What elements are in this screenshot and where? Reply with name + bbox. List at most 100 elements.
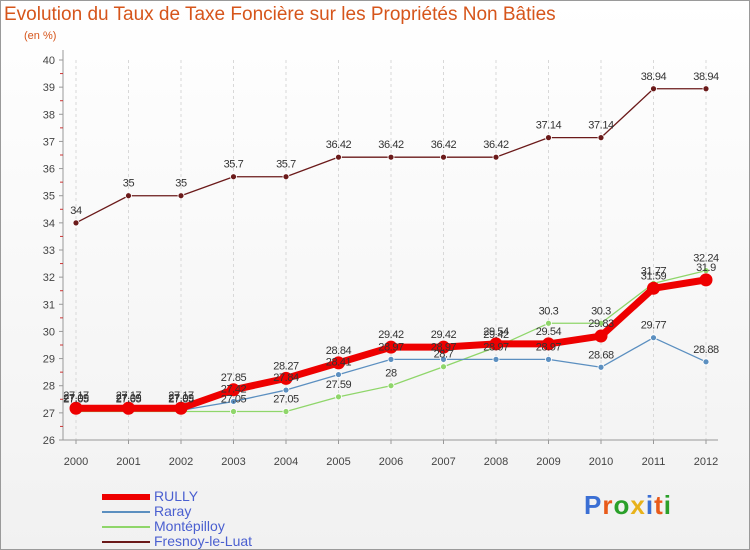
y-tick-label: 31 [43,299,55,311]
data-point-fresnoy-le-luat [387,153,395,161]
y-tick-label: 40 [43,55,55,67]
data-point-fresnoy-le-luat [440,153,447,161]
data-point-rully [279,371,293,385]
legend-swatch-raray [102,511,150,513]
data-point-montepilloy [282,408,290,415]
x-tick-label: 2004 [274,456,298,468]
data-point-rully [699,273,713,287]
legend-label-montepilloy: Montépilloy [154,518,225,534]
data-point-raray [492,355,500,363]
data-point-raray [387,355,395,363]
data-label-rully: 27.85 [221,372,247,384]
x-tick-label: 2002 [169,456,193,468]
data-label-fresnoy-le-luat: 36.42 [483,139,509,151]
data-label-montepilloy: 27.59 [326,379,352,391]
data-label-fresnoy-le-luat: 34 [70,205,82,217]
legend-label-rully: RULLY [154,488,199,504]
data-label-rully: 29.83 [588,318,614,330]
data-point-raray [230,398,237,405]
data-label-rully: 27.17 [116,390,142,402]
data-label-rully: 29.42 [378,329,404,341]
data-point-raray [702,358,710,366]
data-point-rully [122,401,135,415]
data-point-fresnoy-le-luat [282,173,290,181]
data-point-montepilloy [387,382,395,390]
y-tick-label: 27 [43,408,55,420]
data-point-montepilloy [440,363,447,371]
data-point-rully [332,356,345,370]
logo-letter: P [584,490,603,520]
data-label-montepilloy: 30.3 [539,305,559,317]
data-label-montepilloy: 27.05 [63,394,89,406]
y-tick-label: 36 [43,164,55,176]
x-tick-label: 2001 [116,456,140,468]
data-point-fresnoy-le-luat [72,219,80,227]
data-label-montepilloy: 27.05 [221,394,247,406]
logo-letter: r [602,490,614,520]
data-label-fresnoy-le-luat: 35 [123,178,135,190]
data-label-raray: 28.97 [483,341,509,353]
y-tick-label: 32 [43,272,55,284]
legend-label-fresnoy: Fresnoy-le-Luat [154,533,253,549]
data-point-rully [227,383,240,397]
logo-letter: x [630,490,646,520]
chart-title: Evolution du Taux de Taxe Foncière sur l… [4,4,556,25]
data-label-montepilloy: 27.05 [168,394,194,406]
data-label-fresnoy-le-luat: 37.14 [536,120,562,132]
data-label-rully: 29.54 [483,326,509,338]
data-label-fresnoy-le-luat: 38.94 [641,71,667,83]
data-label-montepilloy: 31.77 [641,265,667,277]
data-point-rully [437,340,450,354]
x-tick-label: 2006 [379,456,403,468]
data-point-rully [542,337,555,351]
data-point-raray [545,355,552,363]
x-tick-label: 2005 [326,456,350,468]
data-label-rully: 28.27 [273,360,299,372]
data-label-montepilloy: 30.3 [591,305,611,317]
data-point-montepilloy [230,408,237,415]
data-label-raray: 28.97 [378,341,404,353]
data-label-fresnoy-le-luat: 35 [175,178,187,190]
x-tick-label: 2009 [536,456,560,468]
data-point-rully [594,329,608,343]
y-tick-label: 28 [43,381,55,393]
data-point-rully [384,340,398,354]
data-label-fresnoy-le-luat: 35.7 [276,159,296,171]
data-label-rully: 27.17 [168,390,194,402]
data-point-raray [597,363,605,371]
data-point-fresnoy-le-luat [492,153,500,161]
legend-swatch-montepilloy [102,526,150,528]
x-tick-label: 2012 [694,456,718,468]
logo-letter: o [613,490,631,520]
y-tick-label: 33 [43,245,55,257]
data-point-fresnoy-le-luat [125,192,132,200]
data-point-rully [174,401,188,415]
data-point-rully [647,281,660,295]
data-point-fresnoy-le-luat [177,192,185,200]
data-label-rully: 31.59 [641,270,667,282]
data-label-raray: 27.09 [63,392,89,404]
data-label-raray: 27.09 [168,392,194,404]
data-point-montepilloy [597,319,605,327]
data-label-rully: 29.42 [431,329,457,341]
data-label-montepilloy: 32.24 [693,253,719,265]
data-label-raray: 28.97 [431,341,457,353]
data-label-fresnoy-le-luat: 36.42 [431,139,457,151]
data-label-fresnoy-le-luat: 36.42 [326,139,352,151]
proxiti-logo: Proxiti [584,490,672,521]
data-label-montepilloy: 27.05 [116,394,142,406]
data-label-raray: 28.88 [693,344,719,356]
data-point-montepilloy [545,319,552,327]
data-label-montepilloy: 27.05 [273,394,299,406]
data-label-raray: 29.77 [641,320,667,332]
data-label-rully: 28.84 [326,345,352,357]
data-point-fresnoy-le-luat [230,173,237,181]
legend-swatch-rully [102,494,150,500]
data-point-rully [489,337,503,351]
data-label-raray: 27.42 [221,383,247,395]
data-point-montepilloy [335,393,342,401]
data-label-rully: 27.17 [63,390,89,402]
data-label-montepilloy: 28 [385,368,397,380]
data-point-fresnoy-le-luat [545,134,552,142]
